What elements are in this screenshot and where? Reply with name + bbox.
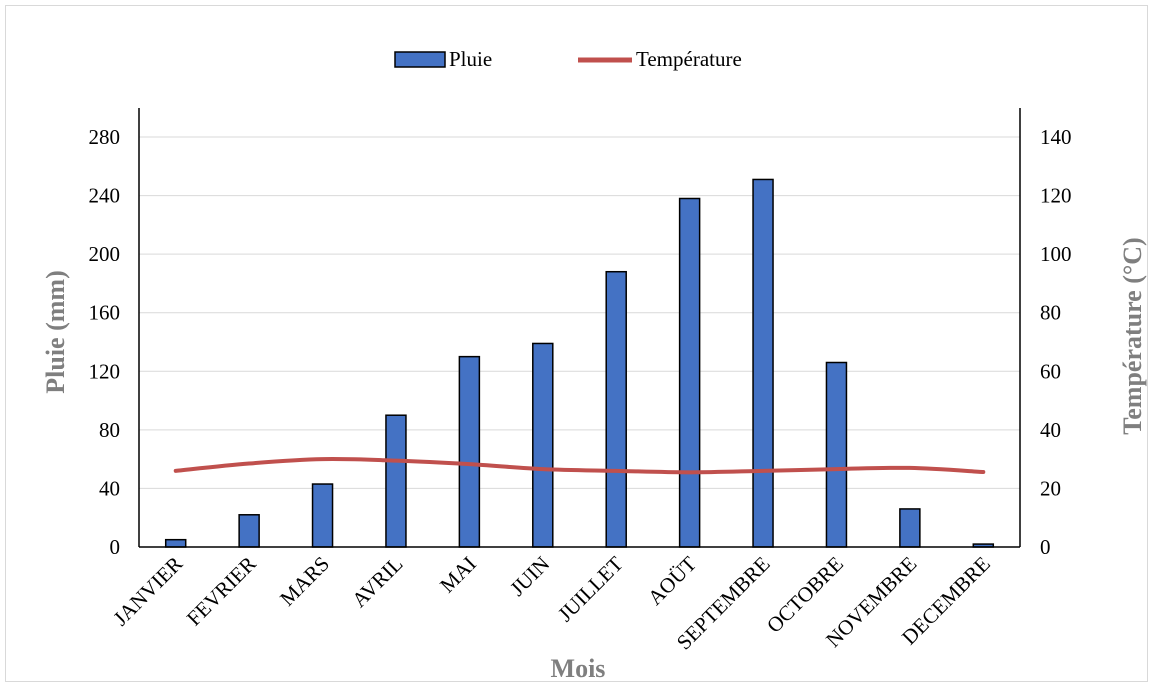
x-tick-label: MARS: [275, 552, 334, 611]
legend: Pluie Température: [394, 47, 742, 71]
right-tick-label: 120: [1040, 184, 1072, 208]
temperature-series-line: [173, 457, 986, 475]
left-tick-label: 120: [89, 359, 121, 383]
right-tick-label: 140: [1040, 125, 1072, 149]
rain-bars: [164, 178, 995, 548]
temperature-line: [173, 457, 986, 475]
bar: [825, 361, 848, 548]
gridlines: [139, 136, 1020, 489]
bar: [238, 514, 260, 548]
right-tick-label: 20: [1040, 476, 1061, 500]
bar: [164, 538, 187, 548]
left-tick-label: 240: [89, 184, 121, 208]
left-tick-label: 280: [89, 125, 121, 149]
x-tick-label: AVRIL: [347, 552, 407, 612]
bar: [385, 414, 407, 548]
x-tick-label: JANVIER: [108, 552, 187, 631]
bar: [605, 270, 627, 548]
right-tick-label: 80: [1040, 301, 1061, 325]
right-axis-ticks: 0 20 40 60 80 100 120 140: [1040, 125, 1072, 559]
left-tick-label: 40: [99, 476, 120, 500]
bar: [752, 178, 774, 548]
legend-swatch-pluie: [394, 51, 446, 68]
legend-label-temperature: Température: [636, 47, 742, 71]
right-axis-title: Température (°C): [1118, 237, 1147, 434]
legend-label-pluie: Pluie: [449, 47, 492, 71]
x-tick-label: MAI: [435, 552, 481, 598]
right-tick-label: 40: [1040, 418, 1061, 442]
bar: [311, 483, 334, 548]
bar: [899, 508, 921, 548]
left-tick-label: 200: [89, 242, 121, 266]
axes: [138, 108, 1021, 548]
x-axis-title: Mois: [551, 654, 606, 683]
bar: [678, 197, 701, 548]
x-tick-label: JUILLET: [553, 551, 628, 626]
right-tick-label: 100: [1040, 242, 1072, 266]
right-tick-label: 60: [1040, 359, 1061, 383]
x-tick-label: AOÜT: [643, 551, 701, 609]
x-tick-label: JUIN: [505, 552, 554, 601]
left-axis-title: Pluie (mm): [41, 270, 70, 393]
left-tick-label: 80: [99, 418, 120, 442]
chart-frame: [5, 5, 1148, 682]
bar: [532, 342, 554, 548]
x-tick-label: FEVRIER: [182, 552, 261, 631]
bar: [458, 355, 481, 548]
left-axis-ticks: 0 40 80 120 160 200 240 280: [89, 125, 121, 559]
right-tick-label: 0: [1040, 535, 1051, 559]
left-tick-label: 160: [89, 301, 121, 325]
left-tick-label: 0: [110, 535, 121, 559]
